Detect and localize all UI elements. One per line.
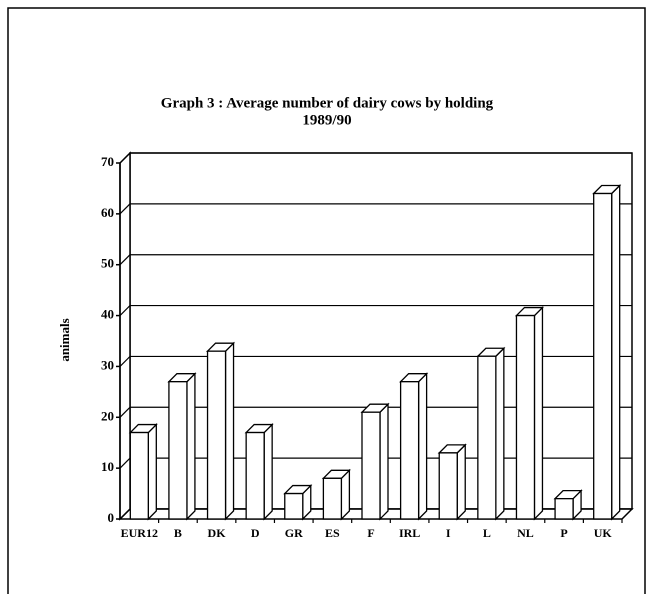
bar (245, 431, 265, 520)
grid-line (119, 508, 131, 520)
bar (593, 192, 613, 520)
y-tick-label: 70 (101, 154, 114, 169)
bar (477, 355, 497, 520)
y-tick-label: 10 (101, 459, 114, 474)
y-axis-label: animals (57, 318, 72, 361)
bar-side (533, 306, 544, 521)
x-tick-label: L (483, 526, 491, 540)
bar-side (263, 422, 273, 521)
bar-side (186, 372, 196, 521)
y-tick-label: 30 (101, 357, 114, 372)
y-tick-label: 40 (101, 307, 114, 322)
frame (7, 7, 646, 594)
x-tick-label: B (174, 526, 182, 540)
y-tick-label: 0 (108, 510, 115, 525)
bar (515, 314, 536, 520)
bar (322, 477, 343, 520)
x-tick-label: GR (285, 526, 303, 540)
bar (168, 381, 188, 520)
grid-line (119, 457, 131, 469)
x-tick-label: I (446, 526, 451, 540)
bar-side (379, 402, 389, 521)
bar-side (456, 443, 466, 521)
grid-line (119, 203, 131, 215)
bar-side (495, 346, 505, 521)
grid-line (119, 305, 131, 316)
x-tick-label: DK (208, 526, 227, 540)
grid-line (119, 152, 131, 164)
x-tick-label: ES (325, 526, 340, 540)
grid-line (119, 254, 131, 266)
x-tick-label: P (560, 526, 567, 540)
bar (284, 492, 304, 520)
x-tick-label: F (367, 526, 374, 540)
y-tick-label: 50 (101, 256, 114, 271)
bar (361, 411, 381, 520)
grid-line (119, 406, 131, 418)
x-tick-label: IRL (399, 526, 420, 540)
chart-subtitle: 1989/90 (302, 112, 351, 128)
bar-side (147, 422, 157, 521)
bar (554, 498, 574, 520)
bar-side (417, 372, 428, 521)
y-tick-label: 20 (101, 408, 114, 423)
x-tick-label: UK (594, 526, 613, 540)
bar-side (224, 341, 235, 521)
x-tick-label: D (251, 526, 260, 540)
bar-side (611, 183, 621, 521)
grid-line (119, 356, 131, 367)
bar (399, 381, 420, 520)
bar (438, 452, 458, 520)
bar (129, 431, 149, 520)
side-wall (119, 151, 131, 521)
x-tick-label: EUR12 (121, 526, 158, 540)
chart-title: Graph 3 : Average number of dairy cows b… (161, 95, 494, 111)
bar (206, 350, 227, 520)
y-tick-label: 60 (101, 205, 114, 220)
x-tick-label: NL (517, 526, 534, 540)
